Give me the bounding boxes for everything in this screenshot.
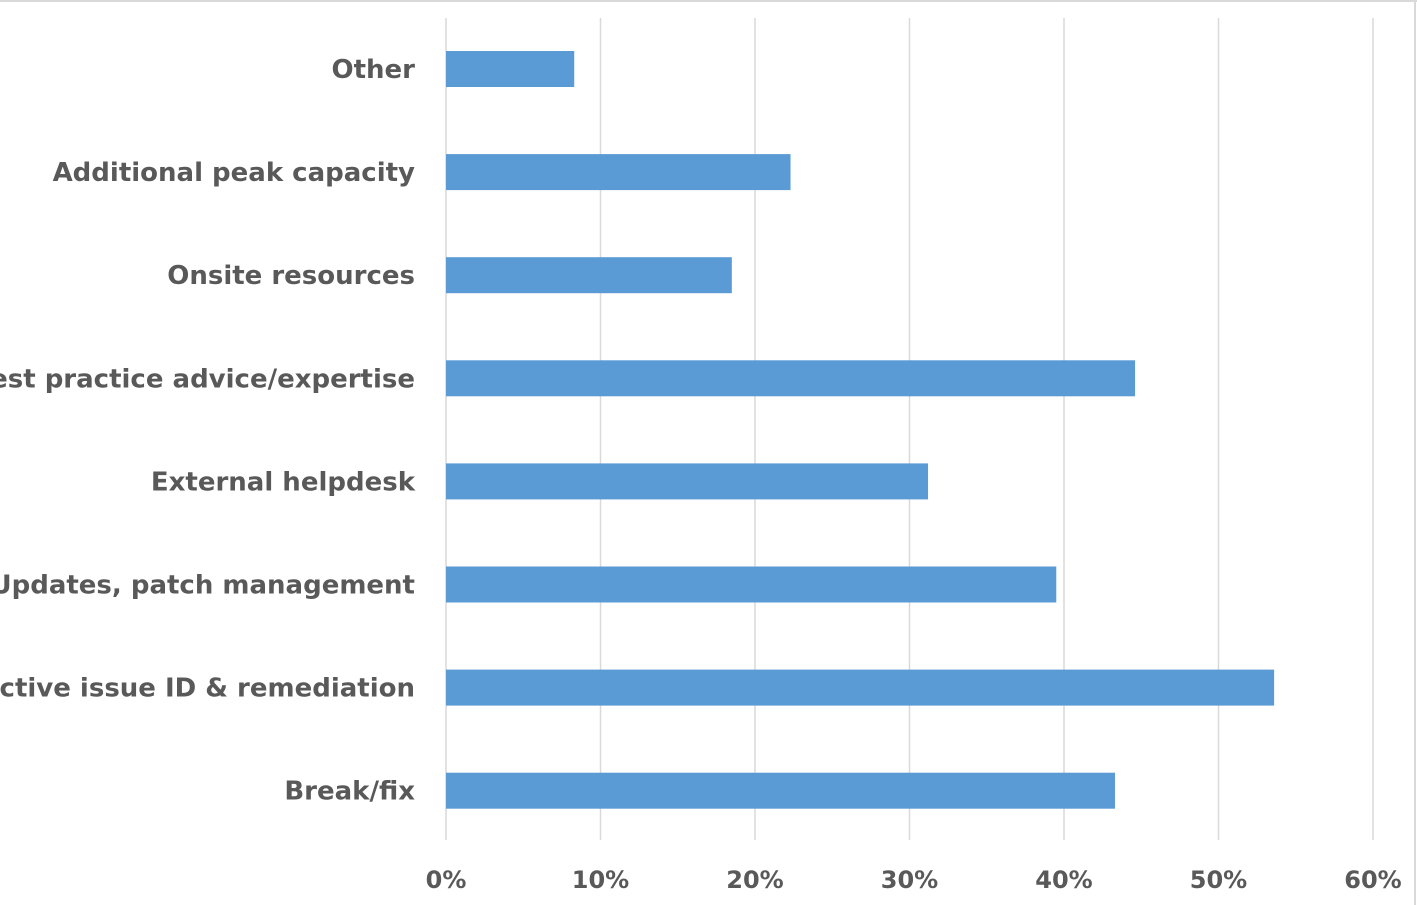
category-label: Additional peak capacity (53, 158, 415, 188)
category-label: Updates, patch management (0, 571, 415, 601)
category-label: Other (332, 55, 416, 85)
bar-2 (446, 257, 732, 294)
x-axis-tick-labels: 0% 10% 20% 30% 40% 50% 60% (426, 866, 1402, 894)
category-label: External helpdesk (151, 467, 416, 497)
bar-5 (446, 566, 1057, 603)
x-tick-label: 50% (1190, 866, 1247, 894)
bar-0 (446, 51, 575, 87)
x-tick-label: 60% (1344, 866, 1401, 894)
category-label: Best practice advice/expertise (0, 364, 415, 394)
x-tick-label: 20% (726, 866, 783, 894)
category-label: Break/fix (284, 777, 415, 807)
x-tick-label: 10% (572, 866, 629, 894)
bars (446, 51, 1275, 809)
bar-7 (446, 772, 1115, 809)
x-tick-label: 30% (881, 866, 938, 894)
category-label: Active issue ID & remediation (0, 674, 415, 704)
bar-3 (446, 360, 1136, 397)
category-labels: Other Additional peak capacity Onsite reso… (0, 55, 416, 807)
x-tick-label: 0% (426, 866, 467, 894)
bar-1 (446, 154, 791, 191)
category-label: Onsite resources (167, 261, 415, 291)
x-tick-label: 40% (1035, 866, 1092, 894)
bar-6 (446, 669, 1275, 706)
gridlines (445, 18, 1374, 840)
bar-4 (446, 463, 929, 500)
